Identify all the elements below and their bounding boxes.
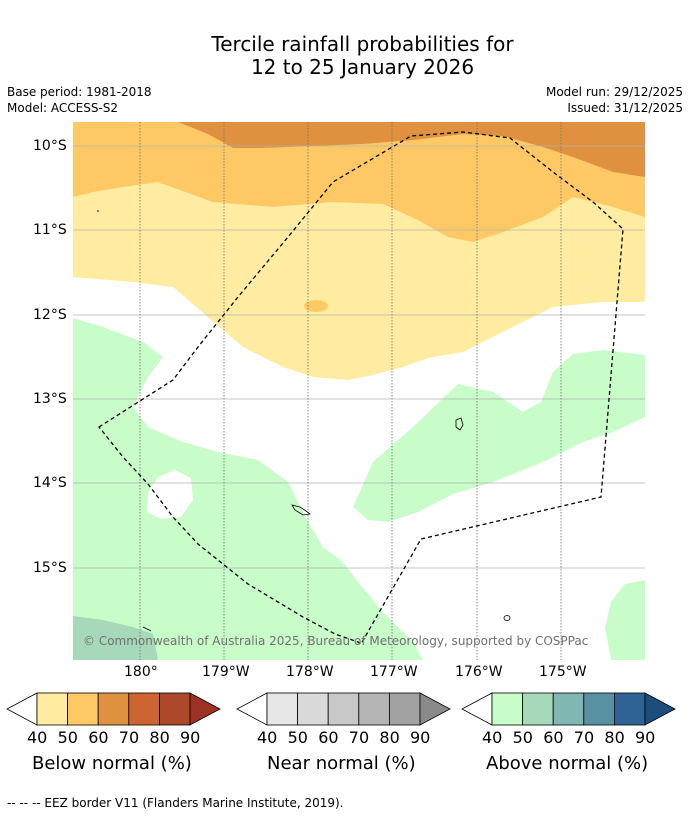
colorbar-swatch — [128, 692, 160, 726]
above-normal-50-region-southeast — [605, 580, 645, 660]
colorbar-tick-label: 70 — [348, 728, 370, 747]
colorbar-extend-low — [6, 692, 38, 726]
lat-label: 12°S — [33, 307, 67, 323]
colorbar-tick-label: 60 — [543, 728, 564, 747]
colorbar-swatch — [67, 692, 99, 726]
near-normal-hole — [147, 470, 193, 519]
copyright-credit: © Commonwealth of Australia 2025, Bureau… — [83, 634, 588, 648]
above-normal-colorbar — [461, 692, 676, 726]
colorbar-tick-label: 50 — [512, 728, 533, 747]
colorbar-tick-label: 50 — [287, 728, 308, 747]
below-normal-70-region — [178, 122, 645, 177]
lat-label: 15°S — [33, 560, 67, 576]
colorbar-extend-high — [189, 692, 221, 726]
colorbar-swatch — [297, 692, 329, 726]
colorbar-tick-label: 70 — [573, 728, 595, 747]
title-line-1: Tercile rainfall probabilities for — [211, 32, 514, 56]
above-normal-title: Above normal (%) — [486, 753, 649, 774]
lat-label: 10°S — [33, 138, 67, 154]
lat-label: 11°S — [33, 222, 67, 238]
lon-label: 178°W — [286, 664, 334, 680]
probability-map: © Commonwealth of Australia 2025, Bureau… — [73, 122, 645, 660]
colorbar-swatch — [36, 692, 69, 726]
lon-label: 180° — [124, 664, 158, 680]
near-normal-title: Near normal (%) — [267, 753, 416, 774]
lon-label: 177°W — [370, 664, 418, 680]
colorbar-swatch — [266, 692, 299, 726]
colorbar-extend-high — [419, 692, 451, 726]
lon-label: 175°W — [539, 664, 587, 680]
below-normal-title: Below normal (%) — [32, 753, 192, 774]
above-normal-50-region-east — [353, 350, 645, 522]
island — [142, 626, 152, 632]
colorbar-tick-label: 60 — [88, 728, 109, 747]
below-normal-patch — [304, 300, 328, 312]
near-normal-colorbar — [236, 692, 451, 726]
issued-date: Issued: 31/12/2025 — [567, 101, 683, 115]
colorbar-tick-label: 40 — [482, 728, 503, 747]
colorbar-tick-label: 80 — [604, 728, 625, 747]
colorbar-tick-label: 80 — [379, 728, 400, 747]
island — [455, 417, 464, 431]
colorbar-swatch — [327, 692, 360, 726]
colorbar-tick-label: 50 — [57, 728, 78, 747]
island — [291, 504, 312, 516]
above-normal-50-region-west — [73, 318, 423, 660]
title-line-2: 12 to 25 January 2026 — [250, 55, 475, 79]
above-normal-60-region — [73, 616, 158, 660]
colorbar-tick-label: 80 — [149, 728, 170, 747]
eez-footnote: -- -- -- EEZ border V11 (Flanders Marine… — [7, 796, 344, 810]
latitude-gridlines — [73, 145, 645, 569]
colorbar-swatch — [388, 692, 421, 726]
colorbar-swatch — [613, 692, 646, 726]
lat-label: 13°S — [33, 391, 67, 407]
colorbar-extend-low — [461, 692, 493, 726]
longitude-gridlines — [139, 122, 562, 660]
colorbar-tick-label: 90 — [180, 728, 201, 747]
eez-border — [98, 131, 624, 645]
colorbar-tick-label: 60 — [318, 728, 339, 747]
below-normal-colorbar — [6, 692, 221, 726]
colorbar-swatch — [358, 692, 390, 726]
colorbar-tick-label: 70 — [118, 728, 140, 747]
colorbar-extend-low — [236, 692, 268, 726]
island — [97, 210, 99, 212]
model-run: Model run: 29/12/2025 — [545, 85, 683, 99]
colorbar-tick-label: 90 — [410, 728, 431, 747]
colorbar-tick-label: 40 — [27, 728, 48, 747]
colorbar-extend-high — [644, 692, 676, 726]
colorbar-swatch — [552, 692, 585, 726]
colorbar-swatch — [522, 692, 554, 726]
colorbar-swatch — [583, 692, 615, 726]
colorbar-swatch — [97, 692, 130, 726]
base-period: Base period: 1981-2018 — [7, 85, 152, 99]
model-name: Model: ACCESS-S2 — [7, 101, 119, 115]
below-normal-60-region — [73, 122, 645, 242]
lon-label: 179°W — [202, 664, 250, 680]
colorbar-swatch — [491, 692, 524, 726]
lat-label: 14°S — [33, 475, 67, 491]
colorbar-swatch — [158, 692, 191, 726]
island — [503, 615, 511, 621]
colorbar-tick-label: 90 — [635, 728, 656, 747]
lon-label: 176°W — [455, 664, 503, 680]
colorbar-tick-label: 40 — [257, 728, 278, 747]
